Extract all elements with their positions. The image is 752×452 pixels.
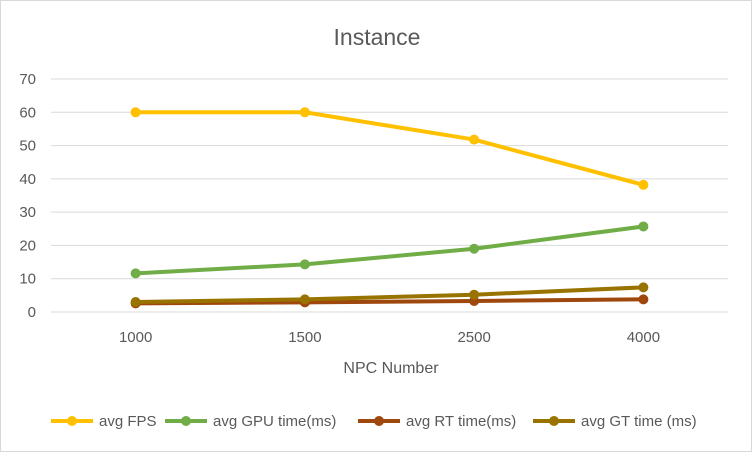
chart-title: Instance <box>334 24 421 50</box>
data-point <box>638 282 649 293</box>
y-axis-ticks: 0 10 20 30 40 50 60 70 <box>19 71 36 321</box>
data-point <box>469 134 480 145</box>
y-tick-label: 10 <box>19 271 36 288</box>
legend-marker <box>67 416 77 426</box>
legend-label: avg GPU time(ms) <box>213 413 336 430</box>
legend-marker <box>549 416 559 426</box>
y-tick-label: 60 <box>19 104 36 121</box>
x-tick-label: 2500 <box>457 329 490 346</box>
data-point <box>130 107 141 118</box>
data-point <box>130 297 141 308</box>
series-3 <box>130 282 649 308</box>
legend-item: avg GT time (ms) <box>533 413 697 430</box>
x-tick-label: 1500 <box>288 329 321 346</box>
series-line <box>133 285 646 305</box>
data-point <box>469 243 480 254</box>
data-point <box>638 221 649 232</box>
y-tick-label: 70 <box>19 71 36 88</box>
series-lines <box>130 107 649 309</box>
legend-marker <box>181 416 191 426</box>
legend-label: avg RT time(ms) <box>406 413 516 430</box>
y-tick-label: 20 <box>19 237 36 254</box>
series-line <box>133 297 646 306</box>
x-axis-ticks: 1000 1500 2500 4000 <box>119 329 660 346</box>
data-point <box>299 107 310 118</box>
legend-item: avg GPU time(ms) <box>165 413 336 430</box>
data-point <box>299 294 310 305</box>
x-axis-title: NPC Number <box>343 360 439 377</box>
legend-item: avg RT time(ms) <box>358 413 516 430</box>
legend-label: avg GT time (ms) <box>581 413 697 430</box>
data-point <box>638 294 649 305</box>
data-point <box>469 289 480 300</box>
y-tick-label: 30 <box>19 204 36 221</box>
x-tick-label: 1000 <box>119 329 152 346</box>
y-tick-label: 0 <box>28 304 36 321</box>
series-0 <box>130 107 649 190</box>
data-point <box>638 179 649 190</box>
data-point <box>299 259 310 270</box>
series-line <box>133 224 646 276</box>
series-1 <box>130 221 649 279</box>
legend-label: avg FPS <box>99 413 157 430</box>
x-tick-label: 4000 <box>627 329 660 346</box>
legend: avg FPS avg GPU time(ms) avg RT time(ms) av… <box>51 413 697 430</box>
data-point <box>130 268 141 279</box>
legend-marker <box>374 416 384 426</box>
series-line <box>133 110 646 187</box>
legend-item: avg FPS <box>51 413 157 430</box>
y-tick-label: 40 <box>19 171 36 188</box>
y-tick-label: 50 <box>19 138 36 155</box>
